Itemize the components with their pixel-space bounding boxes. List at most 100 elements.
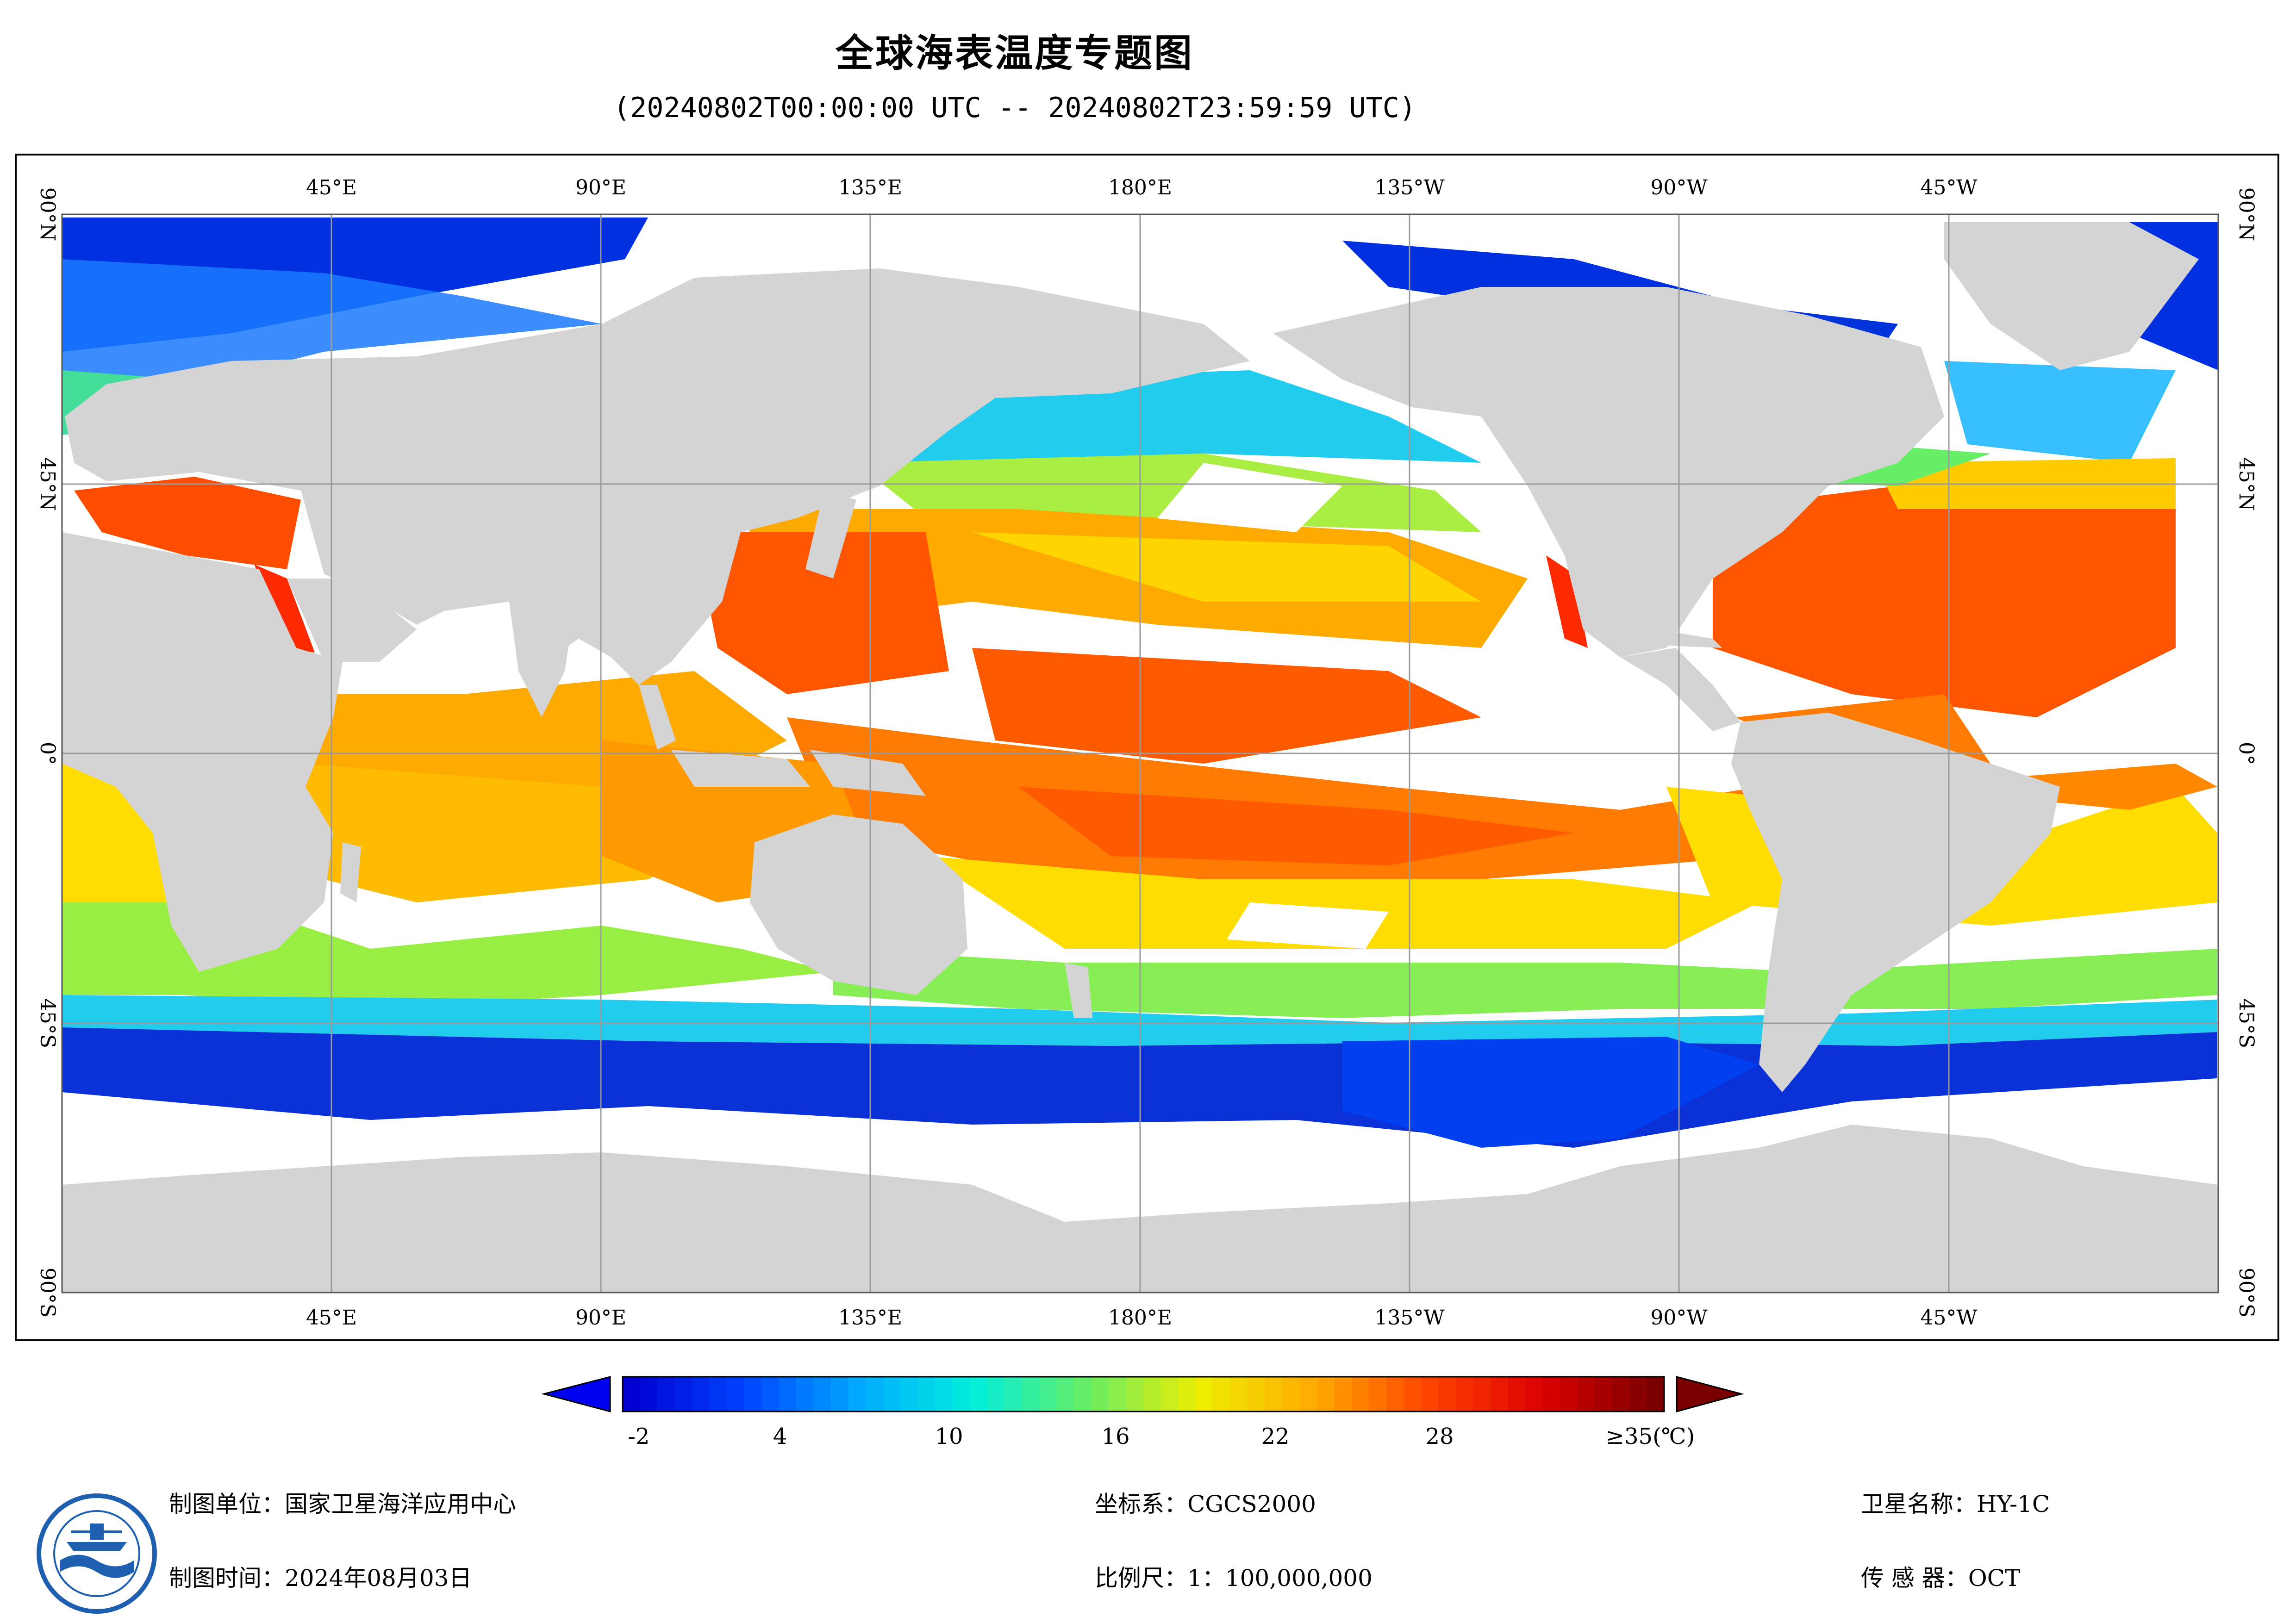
colorbar-cell: [709, 1377, 727, 1412]
map-scale: 比例尺：1：100,000,000: [1095, 1565, 1373, 1592]
colorbar-cell: [1282, 1377, 1300, 1412]
lat-label-right: 0°: [2234, 742, 2258, 765]
lat-label-left: 90°N: [36, 187, 59, 242]
colorbar-tick-label: 4: [773, 1424, 787, 1449]
colorbar-over-arrow: [1676, 1376, 1744, 1412]
colorbar-cell: [970, 1377, 988, 1412]
lon-label-bottom: 135°E: [838, 1306, 902, 1330]
colorbar-cell: [1525, 1377, 1543, 1412]
colorbar-cell: [692, 1377, 710, 1412]
colorbar-cell: [952, 1377, 970, 1412]
colorbar-tick-label: 16: [1101, 1424, 1129, 1449]
colorbar-cell: [1334, 1377, 1352, 1412]
lat-label-left: 45°N: [36, 457, 59, 511]
colorbar-cell: [1352, 1377, 1370, 1412]
map-title: 全球海表温度专题图: [835, 31, 1194, 75]
lon-label-top: 180°E: [1108, 176, 1172, 199]
lon-label-bottom: 90°E: [575, 1306, 626, 1330]
colorbar-cell: [727, 1377, 745, 1412]
colorbar-cell: [1317, 1377, 1335, 1412]
colorbar-cell: [761, 1377, 780, 1412]
lat-label-right: 45°S: [2234, 998, 2258, 1048]
colorbar-tick-label: 10: [935, 1424, 963, 1449]
map-time-range: (20240802T00:00:00 UTC -- 20240802T23:59…: [613, 92, 1416, 124]
colorbar-cell: [1091, 1377, 1109, 1412]
lat-label-right: 45°N: [2234, 457, 2258, 511]
colorbar-cell: [796, 1377, 814, 1412]
colorbar-cell: [1629, 1377, 1647, 1412]
colorbar-cell: [1404, 1377, 1422, 1412]
colorbar-cell: [1508, 1377, 1526, 1412]
colorbar-cell: [1386, 1377, 1404, 1412]
lon-label-top: 90°W: [1650, 176, 1708, 199]
production-date: 制图时间：2024年08月03日: [169, 1565, 472, 1592]
lon-label-top: 135°E: [838, 176, 902, 199]
colorbar-cell: [1438, 1377, 1456, 1412]
colorbar-cell: [1542, 1377, 1560, 1412]
coordinate-system: 坐标系：CGCS2000: [1095, 1491, 1316, 1517]
lon-label-bottom: 45°E: [306, 1306, 357, 1330]
nsoas-logo: [37, 1493, 157, 1614]
colorbar-cell: [935, 1377, 953, 1412]
colorbar-cell: [640, 1377, 658, 1412]
colorbar-cell: [1074, 1377, 1092, 1412]
lat-label-right: 90°S: [2234, 1268, 2258, 1318]
colorbar-cell: [1143, 1377, 1161, 1412]
colorbar-cell: [674, 1377, 693, 1412]
colorbar-cell: [657, 1377, 675, 1412]
colorbar-cell: [866, 1377, 884, 1412]
colorbar-cell: [1560, 1377, 1578, 1412]
colorbar-cell: [1230, 1377, 1248, 1412]
colorbar-cell: [1265, 1377, 1283, 1412]
colorbar-cell: [1160, 1377, 1179, 1412]
colorbar-cell: [1299, 1377, 1317, 1412]
colorbar-tick-label: 22: [1261, 1424, 1289, 1449]
colorbar-cell: [1248, 1377, 1266, 1412]
colorbar-cell: [779, 1377, 797, 1412]
lon-label-bottom: 45°W: [1920, 1306, 1978, 1330]
satellite-name: 卫星名称：HY-1C: [1861, 1491, 2050, 1517]
colorbar-cell: [1109, 1377, 1127, 1412]
colorbar-cell: [1056, 1377, 1074, 1412]
lon-label-bottom: 135°W: [1374, 1306, 1445, 1330]
lat-label-left: 0°: [36, 742, 59, 765]
colorbar-cell: [1647, 1377, 1665, 1412]
colorbar: -2 4 10 16 22 28 ≥35(℃): [541, 1376, 1744, 1449]
colorbar-cell: [813, 1377, 831, 1412]
lat-label-left: 45°S: [36, 998, 59, 1048]
colorbar-cell: [1039, 1377, 1057, 1412]
colorbar-under-arrow: [541, 1376, 611, 1412]
colorbar-tick-label: 28: [1425, 1424, 1454, 1449]
sensor-name: 传 感 器：OCT: [1861, 1565, 2021, 1592]
colorbar-cell: [1473, 1377, 1491, 1412]
colorbar-cell: [1612, 1377, 1630, 1412]
colorbar-cell: [831, 1377, 849, 1412]
graticule: [62, 214, 2218, 1293]
colorbar-cell: [900, 1377, 918, 1412]
producer-label: 制图单位：国家卫星海洋应用中心: [169, 1491, 516, 1517]
colorbar-cell: [1004, 1377, 1023, 1412]
colorbar-cell: [1369, 1377, 1387, 1412]
colorbar-cell: [744, 1377, 762, 1412]
colorbar-cell: [848, 1377, 866, 1412]
colorbar-cell: [883, 1377, 901, 1412]
colorbar-cell: [1456, 1377, 1474, 1412]
lon-label-bottom: 90°W: [1650, 1306, 1708, 1330]
colorbar-cell: [1421, 1377, 1439, 1412]
colorbar-cell: [1491, 1377, 1509, 1412]
lon-label-top: 90°E: [575, 176, 626, 199]
lon-label-top: 45°E: [306, 176, 357, 199]
lat-label-left: 90°S: [36, 1268, 59, 1318]
map-frame: [15, 154, 2279, 1341]
colorbar-cell: [917, 1377, 936, 1412]
colorbar-cell: [987, 1377, 1005, 1412]
lon-label-bottom: 180°E: [1108, 1306, 1172, 1330]
lon-label-top: 135°W: [1374, 176, 1445, 199]
colorbar-cell: [1126, 1377, 1144, 1412]
colorbar-cell: [1178, 1377, 1196, 1412]
colorbar-cell: [1213, 1377, 1231, 1412]
colorbar-tick-label: ≥35(℃): [1606, 1424, 1695, 1449]
colorbar-cell: [623, 1377, 641, 1412]
colorbar-cell: [1195, 1377, 1213, 1412]
